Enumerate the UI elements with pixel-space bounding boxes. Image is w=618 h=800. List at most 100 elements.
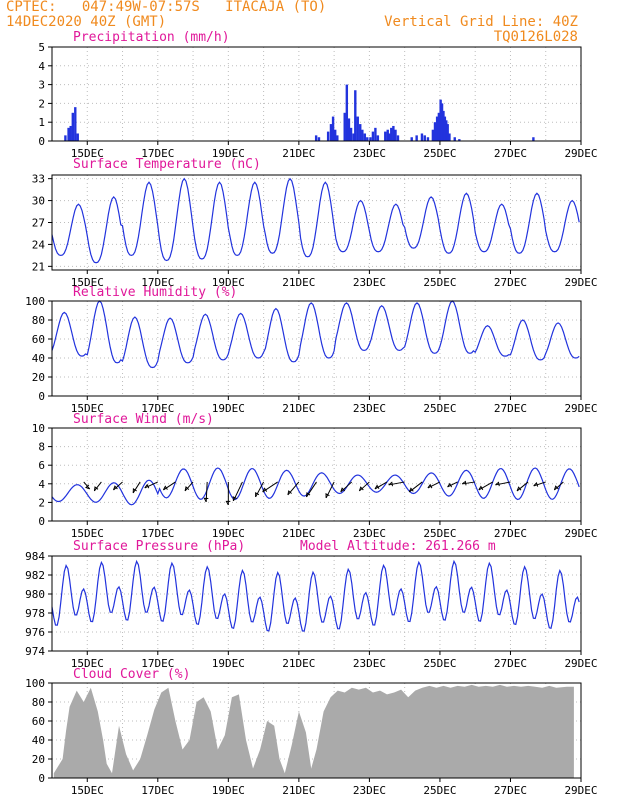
x-tick-label: 19DEC: [212, 527, 245, 540]
x-tick-label: 29DEC: [564, 657, 597, 670]
y-tick-label: 10: [32, 422, 45, 435]
precip-bar: [446, 124, 449, 141]
precip-bar: [333, 129, 337, 141]
panel-border: [51, 682, 582, 779]
panel-title: Cloud Cover (%): [73, 667, 190, 682]
precip-bar: [356, 116, 359, 141]
x-tick-label: 19DEC: [212, 784, 245, 797]
panel-precip: 0 1 2 3 4 5 15DEC 17DEC 19DEC 21DEC 23DEC 25DEC 27DE…: [38, 30, 597, 160]
y-tick-label: 100: [25, 677, 45, 690]
precip-bar: [390, 127, 393, 141]
precip-bar: [388, 133, 391, 141]
precip-bar: [420, 133, 424, 141]
y-tick-label: 60: [32, 333, 45, 346]
precip-bar: [532, 137, 535, 141]
x-tick-label: 23DEC: [353, 784, 386, 797]
wind-arrow-head: [262, 487, 268, 493]
temperature-line: [51, 177, 580, 264]
wind-arrow: [325, 481, 335, 499]
wind-arrow: [255, 481, 265, 498]
precip-bar: [74, 107, 77, 141]
y-tick-label: 1: [38, 116, 45, 129]
wind-arrow: [516, 481, 529, 492]
precip-bar: [439, 99, 442, 141]
x-tick-label: 19DEC: [212, 147, 245, 160]
y-tick-label: 60: [32, 715, 45, 728]
precip-bar: [445, 120, 448, 141]
precip-bar: [440, 103, 444, 141]
x-tick-label: 25DEC: [423, 657, 456, 670]
x-tick-label: 17DEC: [141, 784, 174, 797]
x-tick-label: 15DEC: [71, 147, 104, 160]
panel-pressure: 974 976 978 980 982 984 15DEC 17DEC 19DEC 21DEC 23…: [25, 539, 597, 670]
x-tick-label: 23DEC: [353, 147, 386, 160]
precip-bar: [329, 124, 333, 141]
x-tick-label: 25DEC: [423, 147, 456, 160]
y-tick-label: 2: [38, 97, 45, 110]
precip-bar: [354, 90, 357, 141]
precip-bar: [369, 137, 372, 141]
precip-bar: [331, 116, 335, 141]
x-tick-label: 25DEC: [423, 784, 456, 797]
x-tick-label: 21DEC: [282, 784, 315, 797]
precip-bar: [76, 133, 79, 141]
x-tick-label: 29DEC: [564, 784, 597, 797]
y-tick-label: 2: [38, 496, 45, 509]
x-tick-label: 23DEC: [353, 527, 386, 540]
wind-arrow-head: [408, 487, 414, 493]
y-tick-label: 976: [25, 626, 45, 639]
y-tick-label: 3: [38, 79, 45, 92]
x-tick-label: 23DEC: [353, 657, 386, 670]
y-tick-label: 20: [32, 753, 45, 766]
y-tick-label: 40: [32, 352, 45, 365]
wind-arrow: [478, 481, 494, 491]
x-tick-label: 15DEC: [71, 657, 104, 670]
y-tick-label: 27: [32, 217, 45, 230]
y-tick-label: 80: [32, 696, 45, 709]
humidity-line: [51, 300, 580, 369]
y-tick-label: 20: [32, 371, 45, 384]
precip-bar: [366, 137, 369, 141]
precip-bar: [345, 84, 349, 141]
precip-bar: [363, 133, 367, 141]
precip-bar: [458, 139, 461, 141]
precip-bar: [343, 112, 346, 141]
x-tick-label: 29DEC: [564, 527, 597, 540]
panel-title: Surface Pressure (hPa): [73, 539, 245, 554]
y-tick-label: 8: [38, 441, 45, 454]
wind-arrow-head: [162, 485, 168, 491]
panel-background: [52, 556, 581, 651]
precip-bar: [361, 129, 364, 141]
wind-arrow: [533, 481, 546, 487]
x-tick-label: 29DEC: [564, 402, 597, 415]
x-tick-label: 23DEC: [353, 402, 386, 415]
panel-border: [51, 174, 582, 271]
precip-bar: [396, 135, 400, 141]
y-tick-label: 30: [32, 195, 45, 208]
y-tick-label: 0: [38, 135, 45, 148]
wind-arrow: [427, 481, 441, 489]
precip-bar: [442, 110, 445, 141]
wind-arrow-head: [287, 490, 292, 496]
precip-bar: [349, 127, 353, 141]
wind-arrow: [374, 481, 388, 490]
precip-bar: [317, 137, 321, 141]
precip-bar: [326, 131, 330, 141]
header-grid-line: Vertical Grid Line: 40Z: [384, 14, 578, 30]
precip-bar: [336, 135, 339, 141]
wind-arrow-head: [306, 492, 311, 497]
wind-arrow: [163, 481, 176, 491]
precip-bar: [386, 129, 389, 141]
x-tick-label: 19DEC: [212, 276, 245, 289]
panel-wind: 0 2 4 6 8 10 15DEC 17DEC 19DEC 21DEC 23DEC 25DEC 27D…: [32, 412, 598, 540]
wind-arrow: [144, 481, 159, 489]
y-tick-label: 100: [25, 295, 45, 308]
precip-bar: [67, 127, 70, 141]
wind-arrow-head: [358, 486, 364, 492]
wind-arrow: [554, 481, 564, 491]
x-tick-label: 15DEC: [71, 527, 104, 540]
x-tick-label: 17DEC: [141, 276, 174, 289]
wind-arrow: [388, 481, 405, 486]
panel-subtitle: Model Altitude: 261.266 m: [300, 539, 496, 554]
